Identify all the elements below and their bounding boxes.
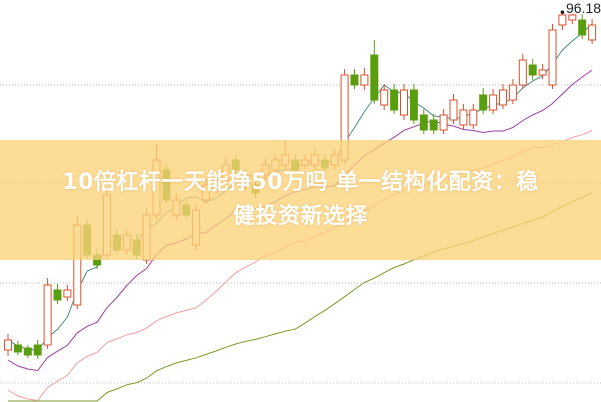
candle-body [370,54,379,101]
candle-body [469,109,478,126]
headline: 10倍杠杆一天能挣50万吗 单一结构化配资：稳 健投资新选择 [0,166,601,234]
candle-body [53,289,62,301]
candle-body [518,59,527,86]
candle-body [578,19,587,36]
candle-body [508,84,517,101]
candle-body [538,69,547,76]
candle-body [23,347,32,356]
candle-body [479,94,488,111]
candle-body [568,14,577,21]
candle-body [43,284,52,346]
candle-body [449,99,458,121]
candle-body [548,29,557,86]
candle-body [429,119,438,131]
max-marker-dot [560,10,565,14]
headline-band [0,140,601,260]
candle-body [409,89,418,121]
candle-body [459,109,468,126]
headline-line-1: 10倍杠杆一天能挣50万吗 单一结构化配资：稳 [62,170,539,195]
candle-body [528,64,537,76]
candle-body [360,74,369,86]
candle-body [499,89,507,106]
candle-body [400,89,408,116]
candle-body [390,89,399,111]
candle-body [350,74,359,86]
candle-body [4,339,12,351]
max-price-label: 96.18 [566,0,601,16]
candle-body [588,24,597,41]
candle-body [439,114,448,131]
candle-body [489,94,498,111]
candle-body [13,344,22,353]
headline-line-2: 健投资新选择 [232,204,368,229]
candle-body [558,14,567,26]
candle-body [380,89,389,106]
candle-body [63,289,72,298]
candle-body [419,114,428,131]
candle-body [33,344,42,356]
